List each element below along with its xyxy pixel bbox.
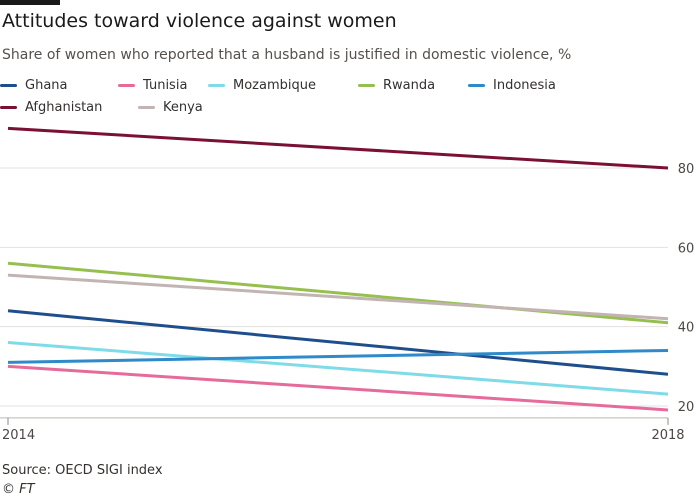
y-tick-label-20: 20 <box>678 400 695 415</box>
y-tick-label-60: 60 <box>678 241 695 256</box>
legend-label: Ghana <box>25 78 68 93</box>
legend-item-tunisia: Tunisia <box>118 78 187 93</box>
legend-label: Indonesia <box>493 78 556 93</box>
legend-swatch <box>118 84 135 87</box>
source-note: Source: OECD SIGI index <box>2 463 163 478</box>
legend-label: Rwanda <box>383 78 436 93</box>
chart-title: Attitudes toward violence against women <box>2 10 397 32</box>
legend-label: Kenya <box>163 100 203 115</box>
legend-swatch <box>358 84 375 87</box>
legend-item-rwanda: Rwanda <box>358 78 435 93</box>
chart-legend: Ghana Tunisia Mozambique Rwanda Indonesia Afg… <box>0 78 600 126</box>
legend-item-indonesia: Indonesia <box>468 78 556 93</box>
legend-label: Mozambique <box>233 78 316 93</box>
series-line-mozambique <box>7 341 669 396</box>
series-line-kenya <box>7 273 669 321</box>
series-line-tunisia <box>7 364 669 412</box>
y-tick-label-40: 40 <box>678 321 695 336</box>
legend-item-mozambique: Mozambique <box>208 78 316 93</box>
series-line-afghanistan <box>7 126 669 170</box>
legend-swatch <box>138 106 155 109</box>
chart-subtitle: Share of women who reported that a husba… <box>2 47 572 63</box>
series-line-ghana <box>7 309 669 376</box>
legend-label: Tunisia <box>143 78 188 93</box>
series-line-indonesia <box>7 348 669 364</box>
x-tick-label-2014: 2014 <box>2 428 35 443</box>
series-line-rwanda <box>7 261 669 325</box>
legend-item-ghana: Ghana <box>0 78 68 93</box>
legend-swatch <box>208 84 225 87</box>
legend-swatch <box>0 106 17 109</box>
legend-item-kenya: Kenya <box>138 100 203 115</box>
x-tick-label-2018: 2018 <box>651 428 684 443</box>
y-tick-label-80: 80 <box>678 162 695 177</box>
legend-swatch <box>468 84 485 87</box>
line-chart: 20 40 60 80 2014 2018 <box>0 126 695 443</box>
legend-swatch <box>0 84 17 87</box>
legend-item-afghanistan: Afghanistan <box>0 100 102 115</box>
header-accent-bar <box>0 0 60 5</box>
legend-label: Afghanistan <box>25 100 103 115</box>
ft-credit: © FT <box>2 482 35 497</box>
